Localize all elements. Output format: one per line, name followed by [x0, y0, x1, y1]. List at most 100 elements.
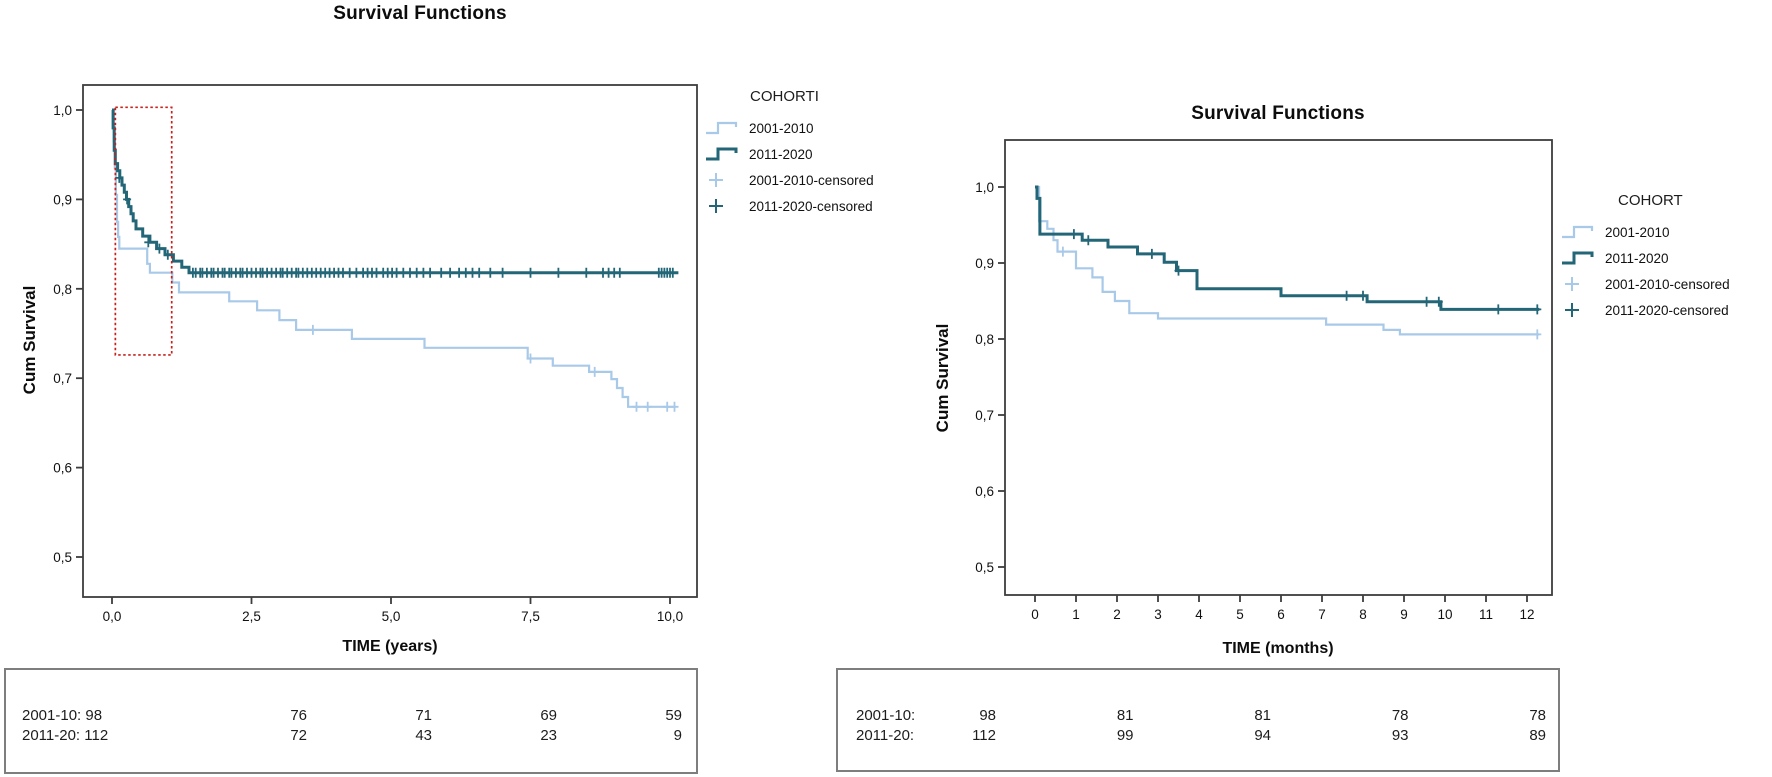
- y-tick-label: 0,9: [975, 256, 994, 271]
- risk-row-label: 2001-10:: [856, 707, 916, 724]
- chart-title-right: Survival Functions: [1191, 103, 1365, 124]
- legend-title-right: COHORT: [1618, 192, 1683, 209]
- x-tick-label: 5: [1236, 607, 1244, 622]
- risk-value: 72: [290, 727, 307, 744]
- risk-value: 69: [540, 707, 557, 724]
- x-tick-label: 4: [1195, 607, 1203, 622]
- risk-table-row: 2011-20: 112 99 94 93 89: [856, 726, 1546, 746]
- survival-curve-2011-2020: [111, 108, 679, 275]
- y-tick-label: 0,6: [975, 484, 994, 499]
- legend-entry-label: 2001-2010: [1605, 224, 1670, 240]
- x-tick-label: 0,0: [103, 609, 122, 624]
- x-tick-label: 12: [1519, 607, 1534, 622]
- y-tick-label: 1,0: [53, 103, 72, 118]
- risk-value: 78: [1391, 707, 1409, 724]
- legend-entry: 2001-2010: [1562, 219, 1730, 245]
- x-axis-label-left: TIME (years): [342, 638, 438, 655]
- risk-value: 98: [979, 707, 996, 724]
- survival-plot-left: 1,0 0,9 0,8 0,7 0,6 0,5 0,0 2,5 5,0 7,5 10,0: [53, 84, 698, 624]
- risk-table-row: 2011-20: 112 72 43 23 9: [22, 726, 682, 746]
- risk-value: 71: [415, 707, 432, 724]
- plot-border: [1004, 139, 1553, 596]
- x-tick-label: 10,0: [657, 609, 683, 624]
- x-tick-label: 11: [1479, 607, 1493, 622]
- legend-entry: 2001-2010-censored: [1562, 271, 1730, 297]
- legend-right: COHORT 2001-2010 2011-2020 2001-2010-censo…: [1562, 192, 1730, 323]
- chart-title-left: Survival Functions: [333, 3, 507, 24]
- risk-value: 23: [540, 727, 557, 744]
- survival-curve-2001-2010: [1035, 185, 1540, 336]
- legend-entry-label: 2011-2020: [1605, 250, 1669, 266]
- legend-censored-plus-icon: [709, 173, 723, 187]
- risk-value: 89: [1529, 727, 1546, 744]
- risk-value: 94: [1254, 727, 1271, 744]
- legend-entry-label: 2001-2010: [749, 120, 814, 136]
- risk-table-row: 2001-10: 98 81 81 78 78: [856, 706, 1546, 726]
- x-tick-label: 9: [1400, 607, 1408, 622]
- legend-entry-label: 2011-2020-censored: [1605, 302, 1729, 318]
- risk-table-row: 2001-10: 98 76 71 69 59: [22, 706, 682, 726]
- numbers-at-risk-table-left: 2001-10: 98 76 71 69 59 2011-20: 112 72 43 23 9: [4, 668, 698, 774]
- x-tick-label: 2: [1113, 607, 1121, 622]
- y-tick-label: 0,5: [975, 560, 994, 575]
- risk-row-label: 2001-10: 98: [22, 707, 103, 724]
- legend-entry: 2011-2020: [1562, 245, 1730, 271]
- legend-entry-label: 2011-2020: [749, 146, 813, 162]
- risk-value: 76: [290, 707, 307, 724]
- x-tick-label: 0: [1031, 607, 1039, 622]
- x-axis-label-right: TIME (months): [1222, 640, 1334, 657]
- risk-value: 112: [972, 727, 996, 744]
- risk-row-label: 2011-20: 112: [22, 727, 109, 744]
- y-tick-label: 0,8: [53, 282, 72, 297]
- risk-value: 93: [1391, 727, 1409, 744]
- x-tick-label: 8: [1359, 607, 1367, 622]
- annotation-rect: [114, 106, 173, 356]
- survival-curve-2011-2020: [1035, 185, 1540, 311]
- plot-border: [82, 84, 698, 598]
- legend-step-line-icon: [1562, 251, 1594, 265]
- legend-censored-plus-icon: [1565, 277, 1579, 291]
- legend-censored-plus-icon: [709, 199, 723, 213]
- legend-entry: 2001-2010: [706, 115, 874, 141]
- risk-value: 81: [1254, 707, 1271, 724]
- y-tick-label: 0,6: [53, 461, 72, 476]
- y-tick-label: 0,8: [975, 332, 994, 347]
- legend-entry: 2011-2020: [706, 141, 874, 167]
- x-tick-label: 7,5: [521, 609, 540, 624]
- x-tick-label: 6: [1277, 607, 1285, 622]
- legend-entry: 2001-2010-censored: [706, 167, 874, 193]
- censor-marks-2011-2020: [1069, 229, 1542, 315]
- y-tick-label: 0,5: [53, 550, 72, 565]
- risk-value: 81: [1116, 707, 1134, 724]
- legend-entry-label: 2001-2010-censored: [749, 172, 874, 188]
- risk-value: 99: [1116, 727, 1134, 744]
- legend-step-line-icon: [1562, 225, 1594, 239]
- legend-entry-label: 2011-2020-censored: [749, 198, 873, 214]
- survival-curve-2001-2010: [112, 108, 676, 408]
- risk-value: 59: [665, 707, 682, 724]
- survival-plot-right: 1,00,90,80,70,60,50 1 2 3 4 5 6 7 8 9 10 11 12: [975, 139, 1553, 622]
- legend-entry-label: 2001-2010-censored: [1605, 276, 1730, 292]
- censor-marks-2001-2010: [308, 324, 679, 412]
- censor-marks-2011-2020: [115, 172, 677, 278]
- y-tick-label: 0,7: [975, 408, 994, 423]
- y-tick-label: 0,7: [53, 371, 72, 386]
- legend-step-line-icon: [706, 121, 738, 135]
- x-tick-label: 10: [1437, 607, 1452, 622]
- legend-left: COHORTI 2001-2010 2011-2020 2001-2010-cens…: [706, 88, 874, 219]
- risk-value: 9: [673, 727, 682, 744]
- risk-value: 78: [1529, 707, 1546, 724]
- risk-row-label: 2011-20:: [856, 727, 915, 744]
- y-tick-label: 1,0: [975, 180, 994, 195]
- risk-value: 43: [415, 727, 432, 744]
- x-tick-label: 7: [1318, 607, 1326, 622]
- legend-step-line-icon: [706, 147, 738, 161]
- x-tick-label: 3: [1154, 607, 1162, 622]
- x-tick-label: 2,5: [242, 609, 261, 624]
- numbers-at-risk-table-right: 2001-10: 98 81 81 78 78 2011-20: 112 99 94 93 89: [836, 668, 1560, 772]
- legend-entry: 2011-2020-censored: [706, 193, 874, 219]
- legend-censored-plus-icon: [1565, 303, 1579, 317]
- legend-entry: 2011-2020-censored: [1562, 297, 1730, 323]
- x-tick-label: 1: [1072, 607, 1080, 622]
